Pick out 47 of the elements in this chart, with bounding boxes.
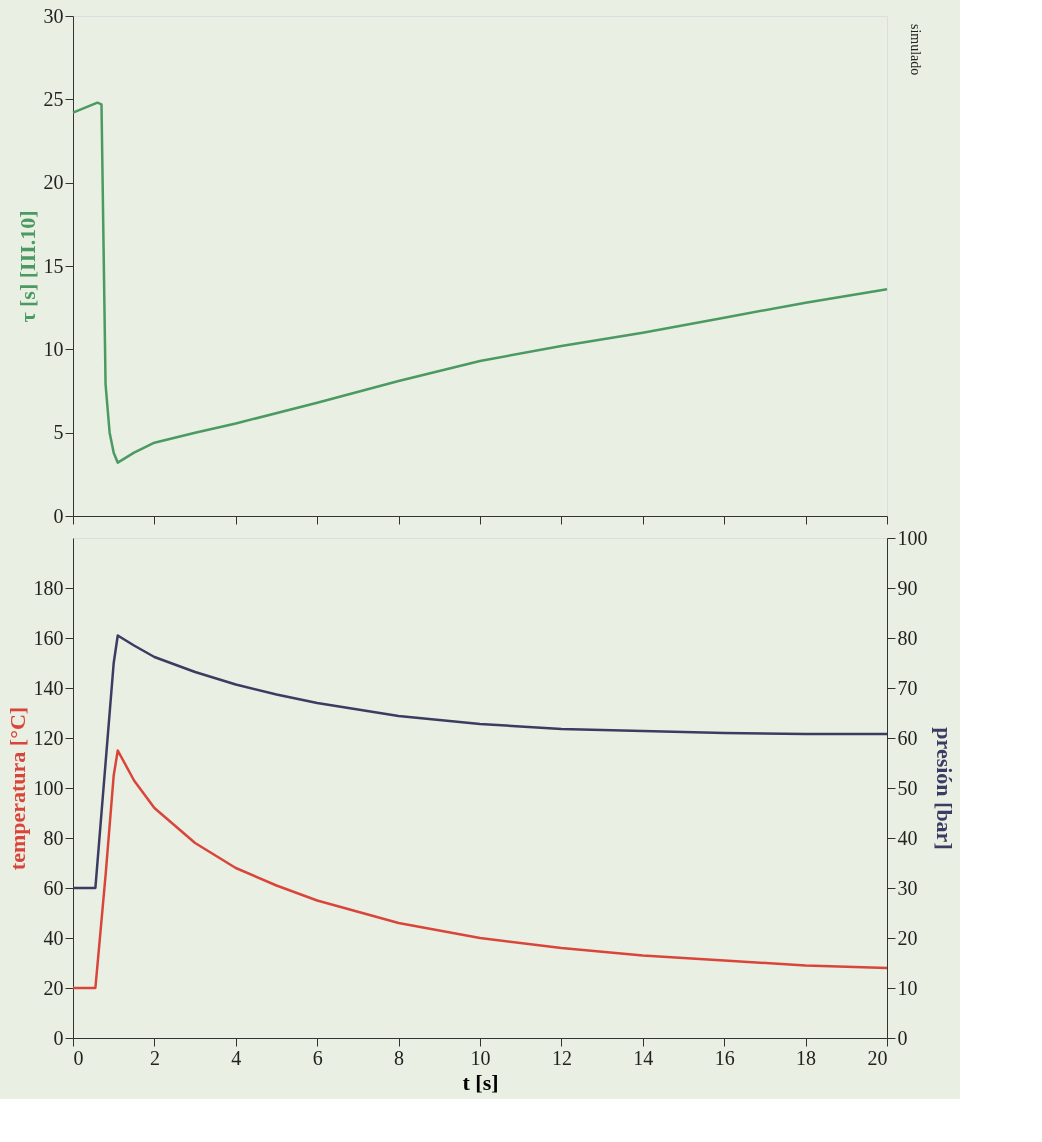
- y2-tick-label: 60: [897, 726, 918, 749]
- y-tick-label: 0: [53, 1026, 64, 1049]
- y-tick-label: 80: [43, 826, 64, 849]
- y2-tick-label: 50: [897, 776, 918, 799]
- y2-tick-label: 80: [897, 626, 918, 649]
- y-tick-label: 0: [53, 504, 64, 527]
- x-tick-label: 12: [551, 1046, 572, 1069]
- y-tick-label: 20: [43, 171, 64, 194]
- x-tick-label: 14: [633, 1046, 654, 1069]
- y-tick-label: 25: [43, 87, 64, 110]
- text: simulado: [908, 24, 923, 76]
- y-tick-label: 5: [53, 421, 64, 444]
- y2-tick-label: 0: [897, 1026, 908, 1049]
- x-tick-label: 8: [394, 1046, 405, 1069]
- line-series: [71, 749, 889, 990]
- x-tick-label: 0: [73, 1046, 84, 1069]
- y2-tick-label: 10: [897, 976, 918, 999]
- y-tick-label: 180: [33, 576, 64, 599]
- y2-tick-label: 100: [897, 526, 928, 549]
- x-axis-title: t [s]: [462, 1069, 499, 1095]
- line-series: [71, 101, 889, 464]
- x-tick-label: 16: [714, 1046, 735, 1069]
- y-tick-label: 10: [43, 337, 64, 360]
- y-tick-label: 120: [33, 726, 64, 749]
- line-series: [71, 634, 889, 890]
- y-tick-label: 140: [33, 676, 64, 699]
- y-tick-label: 30: [43, 4, 64, 27]
- y2-tick-label: 70: [897, 676, 918, 699]
- y2-tick-label: 20: [897, 926, 918, 949]
- y2-tick-label: 40: [897, 826, 918, 849]
- x-tick-label: 20: [867, 1046, 888, 1069]
- y-tick-label: 15: [43, 254, 64, 277]
- x-tick-label: 2: [149, 1046, 160, 1069]
- y-tick-label: 40: [43, 926, 64, 949]
- y2-axis-title: presión [bar]: [931, 727, 957, 850]
- x-tick-label: 18: [796, 1046, 817, 1069]
- y2-tick-label: 30: [897, 876, 918, 899]
- y-tick-label: 100: [33, 776, 64, 799]
- y-axis-title: temperatura [°C]: [4, 706, 30, 871]
- y-axis-title: τ [s] [III.10]: [14, 210, 40, 323]
- x-tick-label: 4: [231, 1046, 242, 1069]
- x-tick-label: 6: [312, 1046, 323, 1069]
- y-tick-label: 20: [43, 976, 64, 999]
- x-tick-label: 10: [470, 1046, 491, 1069]
- y-tick-label: 160: [33, 626, 64, 649]
- y2-tick-label: 90: [897, 576, 918, 599]
- y-tick-label: 60: [43, 876, 64, 899]
